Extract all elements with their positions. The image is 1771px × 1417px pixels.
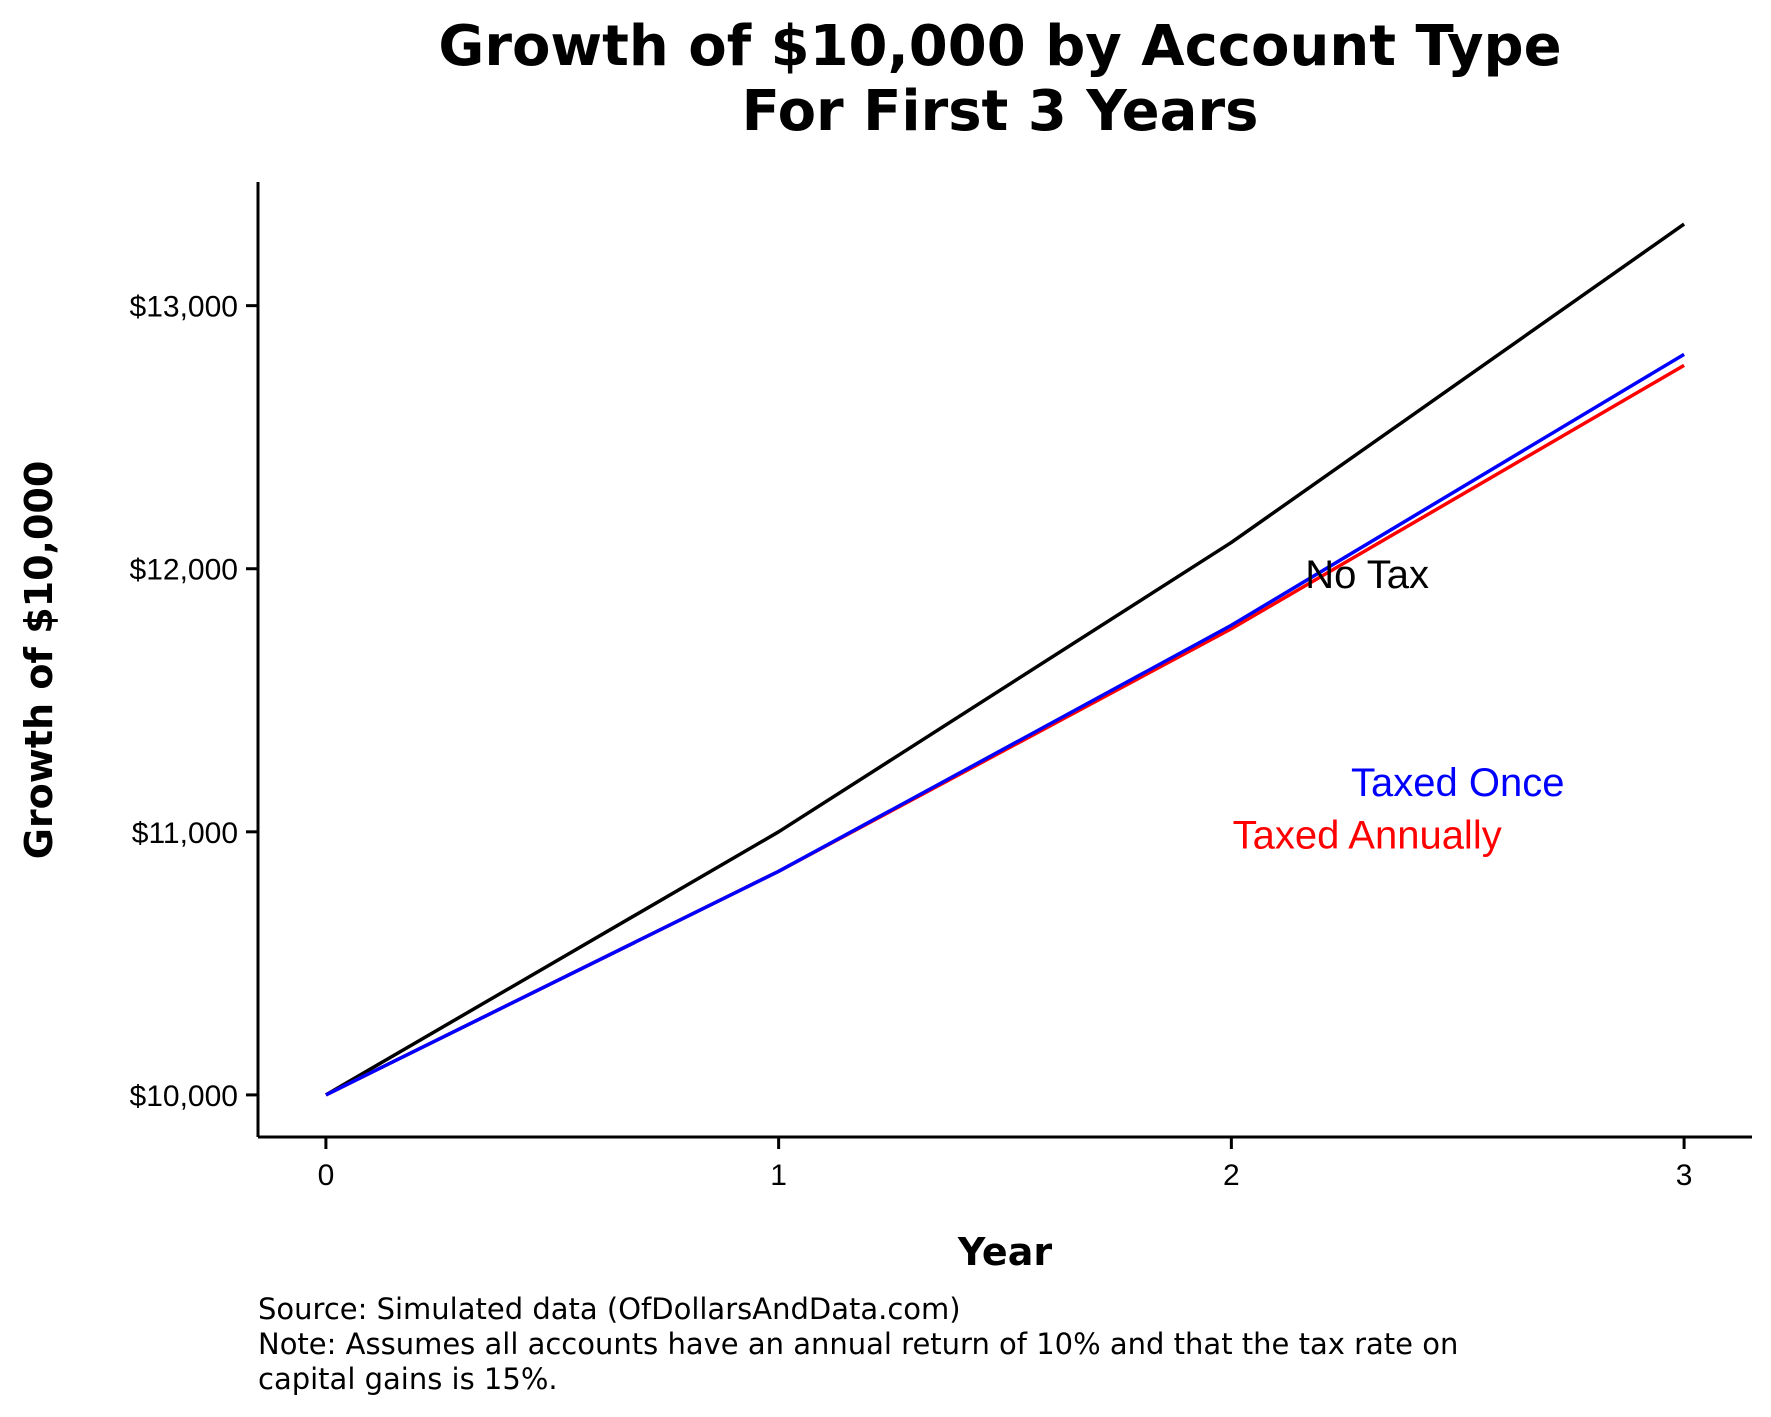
x-tick-label: 0 <box>318 1159 335 1192</box>
series-label-taxed-once: Taxed Once <box>1351 761 1564 805</box>
series-line-no-tax <box>325 222 1686 1097</box>
x-ticks: 0 1 2 3 <box>318 1137 1693 1192</box>
y-tick-label: $11,000 <box>132 817 238 850</box>
y-axis-title: Growth of $10,000 <box>17 461 61 860</box>
source-note: Source: Simulated data (OfDollarsAndData… <box>258 1292 961 1326</box>
y-ticks: $10,000 $11,000 $12,000 $13,000 <box>130 291 258 1113</box>
caption: Source: Simulated data (OfDollarsAndData… <box>258 1292 1458 1397</box>
x-tick-label: 2 <box>1223 1159 1240 1192</box>
y-tick-label: $12,000 <box>130 554 238 587</box>
assumption-note-line-2: capital gains is 15%. <box>258 1362 558 1396</box>
assumption-note-line-1: Note: Assumes all accounts have an annua… <box>258 1327 1459 1361</box>
series-label-no-tax: No Tax <box>1305 553 1429 597</box>
chart-title-line-1: Growth of $10,000 by Account Type <box>438 14 1561 79</box>
x-tick-label: 3 <box>1676 1159 1693 1192</box>
plot-area: No Tax Taxed Once Taxed Annually <box>325 222 1686 1097</box>
series-label-taxed-annually: Taxed Annually <box>1233 813 1502 857</box>
series-line-taxed-once <box>325 352 1685 1097</box>
y-tick-label: $13,000 <box>130 291 238 324</box>
x-axis-title: Year <box>957 1230 1052 1274</box>
x-tick-label: 1 <box>770 1159 787 1192</box>
chart-title-line-2: For First 3 Years <box>742 79 1259 144</box>
y-tick-label: $10,000 <box>130 1080 238 1113</box>
